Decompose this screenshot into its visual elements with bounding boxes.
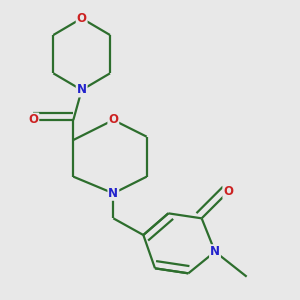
Text: N: N	[77, 83, 87, 97]
Text: O: O	[108, 113, 118, 127]
Text: N: N	[108, 187, 118, 200]
Text: O: O	[223, 185, 233, 198]
Text: O: O	[77, 12, 87, 25]
Text: N: N	[210, 245, 220, 258]
Text: O: O	[28, 113, 38, 127]
